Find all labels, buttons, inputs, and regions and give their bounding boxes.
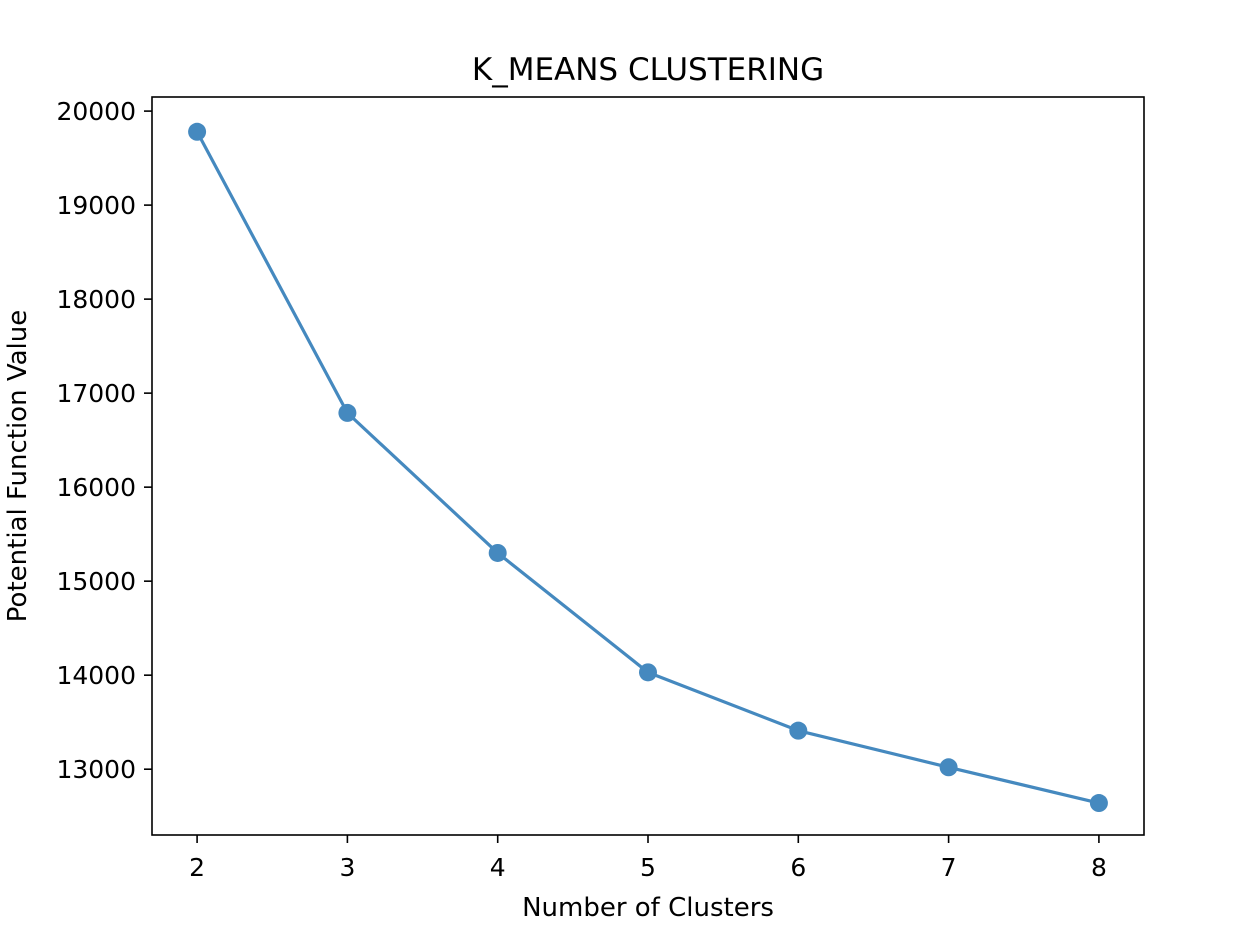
y-tick-label: 17000 xyxy=(56,379,136,408)
data-point xyxy=(1089,794,1108,813)
x-tick-label: 7 xyxy=(941,853,957,882)
x-tick-label: 2 xyxy=(189,853,205,882)
x-tick-label: 6 xyxy=(790,853,806,882)
data-point xyxy=(188,122,207,141)
plot-frame xyxy=(151,96,1145,836)
chart-title: K_MEANS CLUSTERING xyxy=(472,52,824,88)
x-tick-label: 4 xyxy=(490,853,506,882)
x-tick-label: 5 xyxy=(640,853,656,882)
y-tick-label: 18000 xyxy=(56,285,136,314)
x-tick-label: 3 xyxy=(339,853,355,882)
data-point xyxy=(939,758,958,777)
y-tick-label: 16000 xyxy=(56,473,136,502)
data-point xyxy=(789,721,808,740)
x-axis-label: Number of Clusters xyxy=(522,893,774,923)
y-axis-label: Potential Function Value xyxy=(3,310,33,622)
y-tick-label: 14000 xyxy=(56,661,136,690)
series-line xyxy=(195,131,1100,805)
data-point xyxy=(488,543,507,562)
x-axis: 2 3 4 5 6 7 8 xyxy=(189,835,1107,882)
y-tick-label: 20000 xyxy=(56,97,136,126)
y-tick-label: 15000 xyxy=(56,567,136,596)
y-axis: 13000 14000 15000 16000 17000 18000 19000 20000 xyxy=(56,97,152,784)
y-tick-label: 13000 xyxy=(56,755,136,784)
x-tick-label: 8 xyxy=(1091,853,1107,882)
data-point xyxy=(338,403,357,422)
y-tick-label: 19000 xyxy=(56,191,136,220)
plot-area xyxy=(188,122,1108,813)
data-point xyxy=(639,663,657,682)
